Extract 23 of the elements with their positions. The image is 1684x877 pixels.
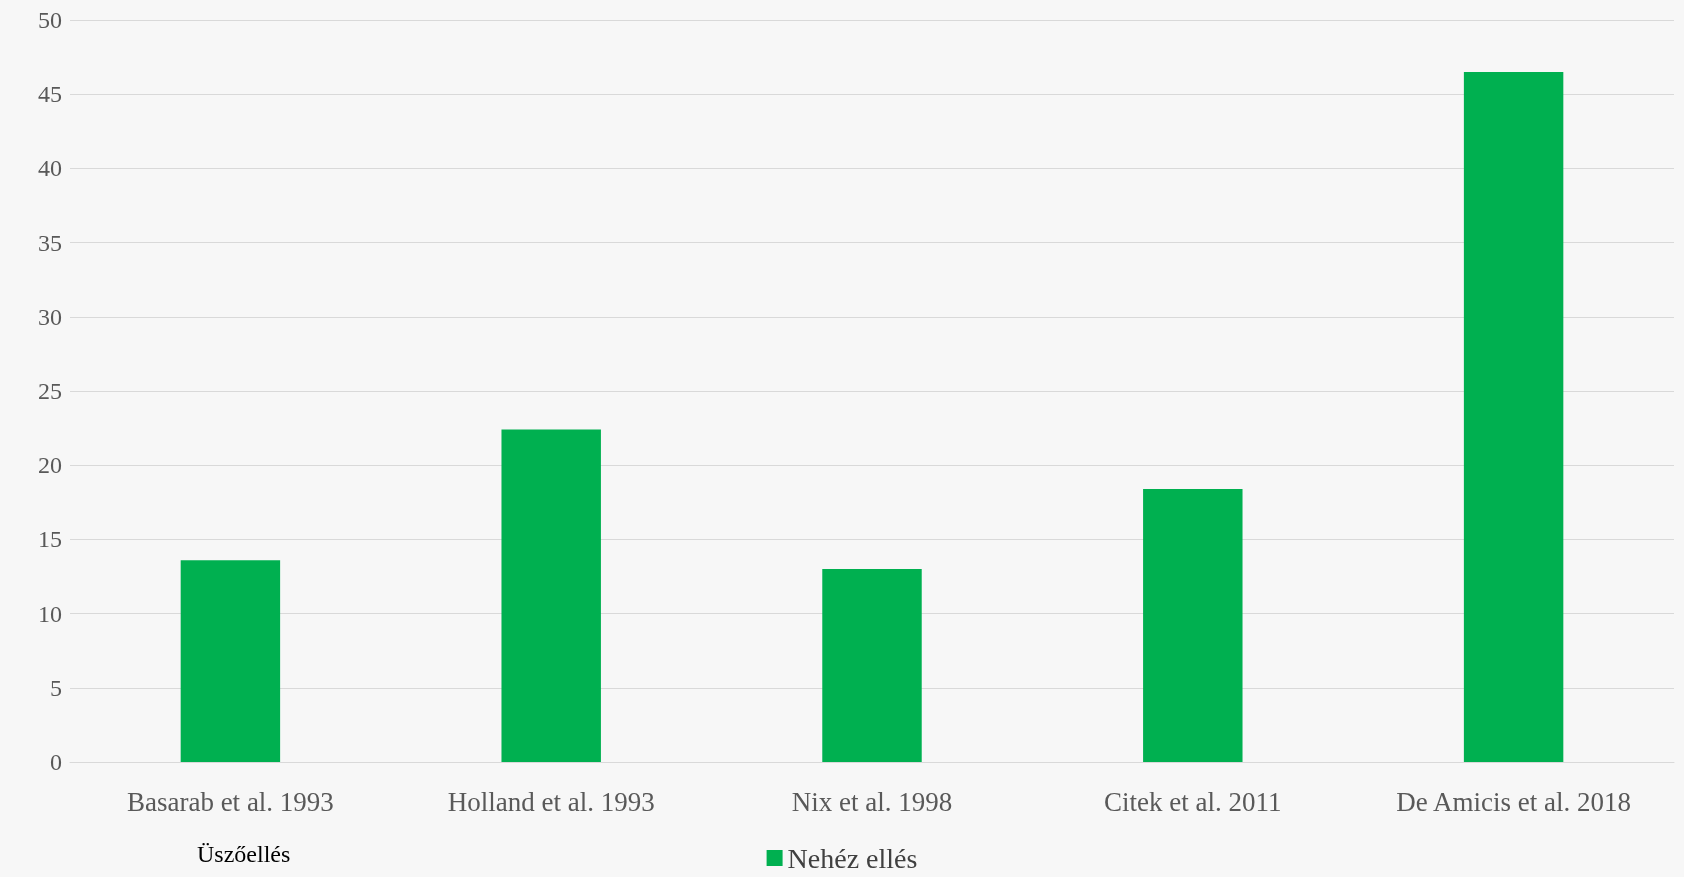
x-tick-label: Basarab et al. 1993: [126, 786, 334, 817]
bar: [180, 560, 281, 762]
bar: [822, 569, 922, 762]
y-tick-label: 5: [50, 674, 62, 701]
x-tick-label: De Amicis et al. 2018: [1396, 786, 1631, 817]
bar: [1143, 488, 1243, 762]
y-tick-label: 50: [38, 7, 62, 33]
y-tick-label: 30: [38, 303, 62, 330]
x-axis-title: Üszőellés: [197, 841, 291, 867]
legend-label: Nehéz ellés: [787, 842, 918, 874]
y-tick-label: 25: [38, 378, 62, 404]
x-tick-label: Holland et al. 1993: [447, 786, 655, 817]
y-tick-label: 15: [38, 526, 62, 553]
y-tick-label: 40: [38, 155, 62, 182]
x-tick-label: Nix et al. 1998: [791, 786, 953, 817]
y-tick-label: 20: [38, 452, 62, 479]
bar: [1463, 71, 1564, 762]
y-tick-label: 45: [38, 81, 62, 108]
y-tick-label: 10: [38, 600, 62, 627]
y-tick-label: 35: [38, 229, 62, 256]
bar: [501, 429, 601, 762]
y-tick-label: 0: [50, 749, 62, 775]
x-tick-label: Citek et al. 2011: [1104, 786, 1282, 817]
